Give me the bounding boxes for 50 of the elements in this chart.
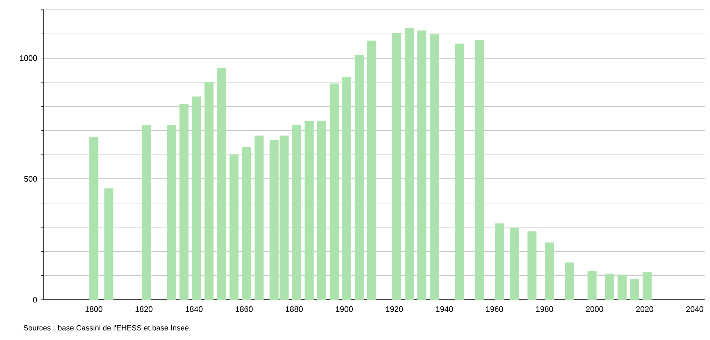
bar xyxy=(565,262,574,300)
x-tick-label: 1820 xyxy=(136,306,153,312)
bar xyxy=(405,28,414,300)
bar xyxy=(142,125,152,300)
bar xyxy=(304,121,314,300)
x-tick-label: 1960 xyxy=(486,306,504,312)
bar xyxy=(167,125,176,300)
x-tick-label: 2040 xyxy=(686,306,704,312)
x-tick-label: 1880 xyxy=(286,306,303,312)
bar xyxy=(292,125,302,300)
bar xyxy=(317,121,326,300)
bar xyxy=(642,272,652,300)
x-tick-label: 2000 xyxy=(586,306,604,312)
bar xyxy=(430,34,440,300)
x-tick-label: 1940 xyxy=(436,306,454,312)
bar xyxy=(180,104,189,300)
x-tick-label: 1840 xyxy=(186,306,203,312)
bar xyxy=(510,228,520,300)
bar xyxy=(605,274,614,300)
bar xyxy=(217,68,226,300)
bar xyxy=(90,137,99,300)
bar xyxy=(455,44,464,300)
bar xyxy=(342,77,352,300)
bar xyxy=(588,270,597,300)
bar xyxy=(242,147,252,300)
x-tick-label: 1980 xyxy=(536,306,554,312)
y-tick-label: 500 xyxy=(24,176,38,182)
bar xyxy=(418,30,427,300)
x-tick-label: 1920 xyxy=(386,306,404,312)
bar xyxy=(367,40,376,300)
x-tick-label: 1800 xyxy=(86,306,103,312)
bar xyxy=(330,84,339,300)
bar xyxy=(192,96,202,300)
bar xyxy=(230,154,239,300)
bar xyxy=(630,278,640,300)
y-tick-label: 0 xyxy=(33,297,38,303)
bar xyxy=(204,82,214,300)
bar xyxy=(254,136,264,300)
x-tick-label: 2020 xyxy=(636,306,654,312)
bar xyxy=(618,274,627,300)
bar xyxy=(392,32,402,300)
bar xyxy=(475,40,484,300)
x-tick-label: 1860 xyxy=(236,306,253,312)
bar xyxy=(354,54,364,300)
bar xyxy=(495,224,504,300)
bar xyxy=(528,232,537,300)
y-tick-label: 1000 xyxy=(20,56,38,62)
x-tick-label: 1900 xyxy=(336,306,354,312)
bar xyxy=(104,188,114,300)
bar xyxy=(545,242,554,300)
